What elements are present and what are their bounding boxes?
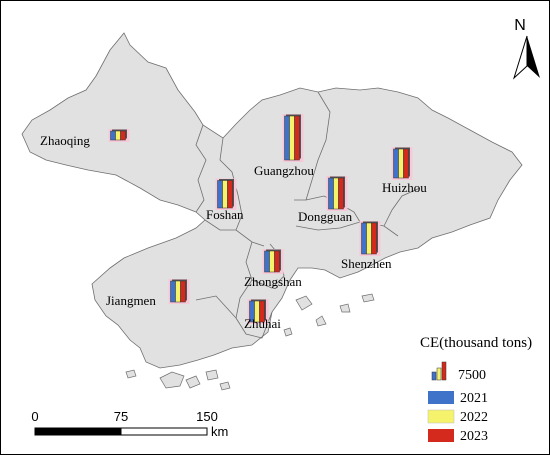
bar-2021: [264, 250, 270, 273]
bar-2021: [393, 148, 399, 179]
legend-size-icon: [431, 361, 447, 381]
city-labels: Zhaoqing Guangzhou Huizhou Foshan Donggu…: [40, 133, 427, 331]
legend-size-bar: [441, 361, 447, 381]
scale-bar: 0 75 150 km: [31, 409, 228, 439]
bar-2023: [338, 177, 344, 210]
north-arrow-icon: [527, 36, 540, 78]
city-label-shenzhen: Shenzhen: [341, 256, 392, 271]
bar-2021: [170, 280, 176, 303]
bar-2022: [333, 177, 339, 210]
island: [185, 375, 201, 389]
bar-2022: [175, 280, 181, 303]
boundary-guangzhou-huizhou: [305, 91, 331, 201]
boundary-dongguan-shenzhen: [295, 221, 399, 237]
bar-2023: [227, 180, 233, 209]
scale-tick-150: 150: [196, 409, 218, 424]
city-bars-shenzhen: [359, 221, 381, 256]
bar-2023: [274, 250, 280, 273]
legend-size-bar: [436, 367, 442, 381]
city-label-jiangmen: Jiangmen: [106, 293, 156, 308]
scale-tick-0: 0: [31, 409, 38, 424]
boundary-zhuhai: [235, 279, 273, 339]
city-label-zhongshan: Zhongshan: [244, 274, 302, 289]
bar-2022: [222, 180, 228, 209]
bar-2022: [269, 250, 275, 273]
island: [315, 315, 327, 327]
island: [219, 381, 231, 391]
bar-2023: [180, 280, 186, 303]
city-label-foshan: Foshan: [206, 207, 244, 222]
islands: [125, 293, 375, 391]
bar-2021: [284, 115, 290, 161]
city-bars-zhaoqing: [108, 129, 130, 142]
island: [205, 369, 219, 381]
bar-2021: [328, 177, 334, 210]
bar-2023: [403, 148, 409, 179]
legend-label-2021: 2021: [460, 391, 488, 406]
bar-2023: [120, 130, 126, 141]
bar-2022: [289, 115, 295, 161]
scale-segment-white: [120, 427, 208, 436]
island: [339, 303, 351, 313]
legend-label-2023: 2023: [460, 429, 488, 444]
city-bars-jiangmen: [168, 279, 190, 304]
bar-2022: [398, 148, 404, 179]
legend-size-bar: [431, 371, 437, 381]
city-label-dongguan: Dongguan: [298, 209, 353, 224]
north-label: N: [514, 17, 526, 34]
city-bars: [108, 114, 413, 324]
boundary-huizhou-shenzhen: [383, 187, 421, 227]
island: [295, 295, 313, 311]
island: [283, 327, 293, 337]
city-bars-zhuhai: [247, 299, 269, 324]
island: [159, 371, 185, 389]
city-bars-dongguan: [326, 176, 348, 211]
island: [361, 293, 375, 303]
legend-title: CE(thousand tons): [420, 335, 532, 351]
bar-2023: [371, 222, 377, 255]
city-label-zhaoqing: Zhaoqing: [40, 133, 90, 148]
bar-2021: [361, 222, 367, 255]
city-bars-foshan: [215, 178, 237, 210]
north-arrow: N: [512, 17, 540, 80]
bar-2021: [110, 130, 116, 141]
boundary-foshan-jiangmen: [204, 219, 265, 247]
scale-tick-75: 75: [114, 409, 128, 424]
bar-2022: [366, 222, 372, 255]
city-bars-huizhou: [391, 147, 413, 180]
legend-size-value: 7500: [458, 368, 486, 383]
boundary-zhaoqing-foshan: [195, 124, 207, 213]
legend-swatch-2022: [427, 409, 455, 424]
city-label-guangzhou: Guangzhou: [254, 163, 314, 178]
city-bars-zhongshan: [262, 249, 284, 274]
legend-label-2022: 2022: [460, 410, 488, 425]
bar-2022: [115, 130, 121, 141]
boundary-jiangmen-zhuhai: [195, 295, 237, 319]
island: [125, 369, 137, 379]
north-arrow-icon-half: [512, 35, 528, 80]
land-area: [21, 32, 523, 391]
legend: CE(thousand tons) 7500 2021 2022 2023: [420, 335, 532, 444]
city-label-huizhou: Huizhou: [382, 180, 427, 195]
bar-2023: [259, 300, 265, 323]
city-label-zhuhai: Zhuhai: [244, 316, 281, 331]
region-outline: [21, 32, 523, 369]
scale-segment-black: [34, 427, 122, 436]
bar-2021: [217, 180, 223, 209]
city-bars-guangzhou: [282, 114, 304, 162]
legend-swatch-2023: [428, 429, 454, 442]
scale-unit: km: [211, 424, 228, 439]
bar-2023: [294, 115, 300, 161]
legend-swatch-2021: [428, 391, 454, 404]
